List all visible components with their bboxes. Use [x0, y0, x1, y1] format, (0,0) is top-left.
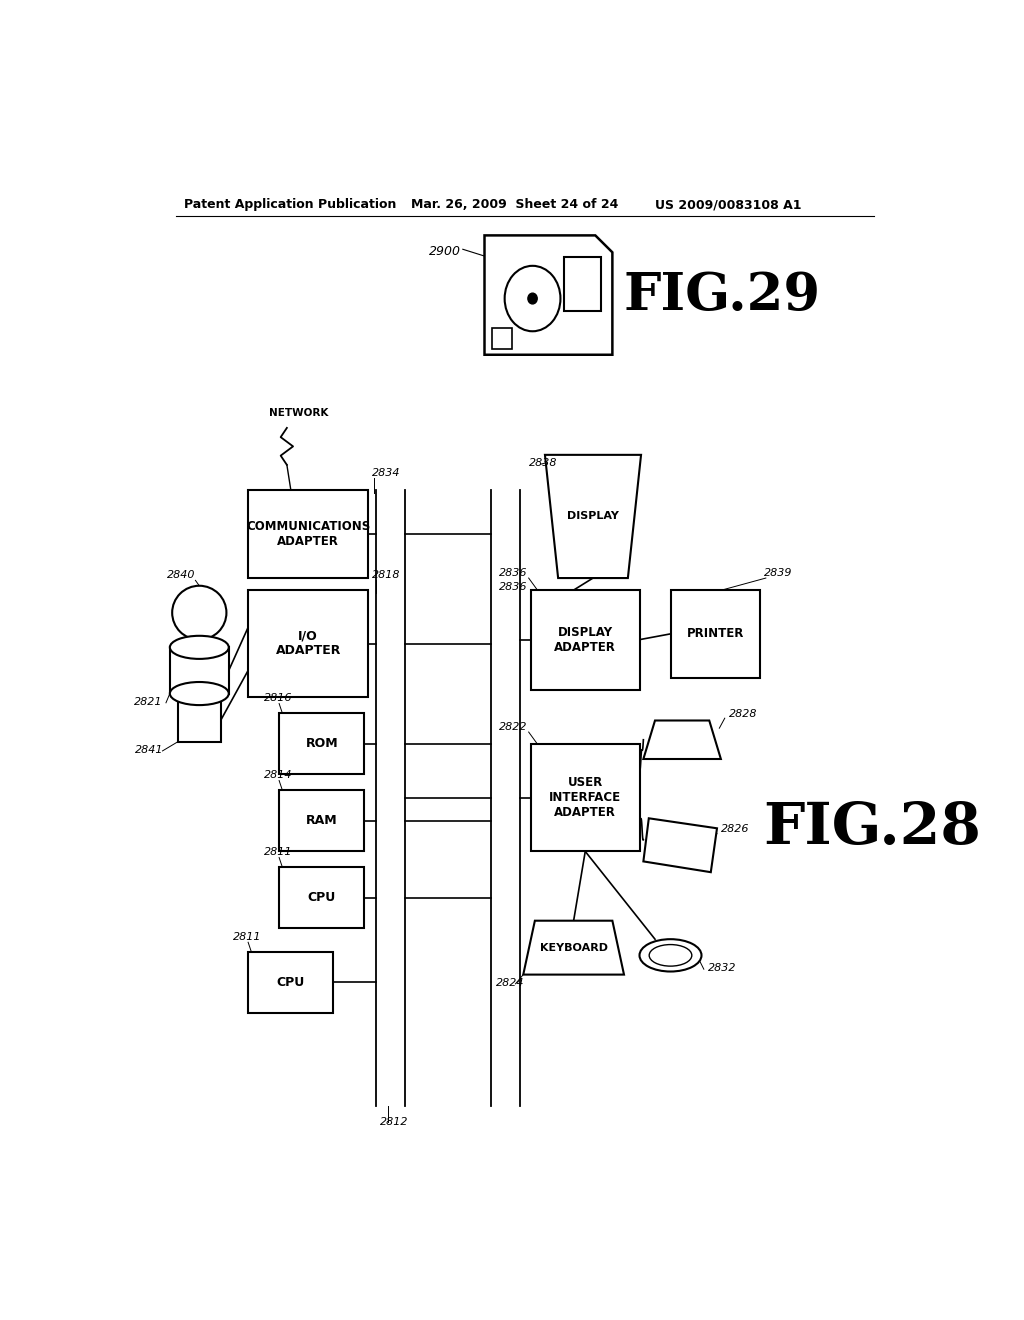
Ellipse shape — [528, 293, 538, 304]
Ellipse shape — [170, 682, 228, 705]
Circle shape — [172, 586, 226, 640]
Bar — [248, 590, 369, 697]
Text: 2900: 2900 — [429, 246, 461, 259]
Text: RAM: RAM — [306, 814, 338, 828]
Text: 2838: 2838 — [529, 458, 558, 469]
Text: 2834: 2834 — [372, 467, 400, 478]
Text: 2814: 2814 — [263, 771, 292, 780]
Text: 2840: 2840 — [167, 570, 196, 579]
Ellipse shape — [505, 265, 560, 331]
Text: 2841: 2841 — [135, 746, 164, 755]
Bar — [280, 713, 365, 775]
Text: FIG.29: FIG.29 — [624, 269, 821, 321]
Polygon shape — [484, 235, 612, 355]
Text: NETWORK: NETWORK — [269, 408, 328, 418]
Polygon shape — [523, 921, 624, 974]
Polygon shape — [643, 818, 717, 873]
Text: 2836: 2836 — [499, 582, 527, 591]
Text: 2836: 2836 — [499, 568, 527, 578]
Text: 2822: 2822 — [499, 722, 527, 731]
Text: US 2009/0083108 A1: US 2009/0083108 A1 — [655, 198, 802, 211]
Text: CPU: CPU — [307, 891, 336, 904]
Text: CPU: CPU — [276, 975, 305, 989]
Text: COMMUNICATIONS
ADAPTER: COMMUNICATIONS ADAPTER — [246, 520, 371, 548]
Text: DISPLAY
ADAPTER: DISPLAY ADAPTER — [554, 626, 616, 653]
Text: ROM: ROM — [305, 737, 338, 750]
Bar — [531, 590, 640, 689]
Text: FIG.28: FIG.28 — [764, 800, 981, 857]
Text: 2828: 2828 — [729, 709, 757, 718]
Text: 2824: 2824 — [496, 978, 524, 989]
Text: USER
INTERFACE
ADAPTER: USER INTERFACE ADAPTER — [549, 776, 622, 818]
Text: 2832: 2832 — [708, 962, 736, 973]
Bar — [563, 257, 601, 312]
Text: 2812: 2812 — [380, 1117, 409, 1127]
Text: KEYBOARD: KEYBOARD — [540, 942, 607, 953]
Bar — [531, 743, 640, 851]
Bar — [671, 590, 760, 678]
Text: DISPLAY: DISPLAY — [567, 511, 618, 521]
Bar — [280, 867, 365, 928]
Text: I/O
ADAPTER: I/O ADAPTER — [275, 630, 341, 657]
Bar — [280, 789, 365, 851]
Bar — [248, 490, 369, 578]
Text: Mar. 26, 2009  Sheet 24 of 24: Mar. 26, 2009 Sheet 24 of 24 — [411, 198, 618, 211]
Ellipse shape — [649, 945, 692, 966]
Bar — [178, 700, 220, 742]
Text: 2839: 2839 — [764, 568, 792, 578]
Polygon shape — [545, 455, 641, 578]
Text: 2811: 2811 — [263, 847, 292, 857]
Text: 2821: 2821 — [133, 697, 162, 708]
Ellipse shape — [170, 636, 228, 659]
Text: Patent Application Publication: Patent Application Publication — [183, 198, 396, 211]
Text: 2818: 2818 — [372, 570, 400, 579]
Polygon shape — [643, 721, 721, 759]
Text: 2826: 2826 — [721, 824, 750, 834]
Bar — [248, 952, 334, 1014]
Bar — [493, 327, 512, 350]
Bar — [170, 647, 228, 693]
Ellipse shape — [640, 940, 701, 972]
Text: PRINTER: PRINTER — [686, 627, 743, 640]
Text: 2816: 2816 — [263, 693, 292, 704]
Text: 2811: 2811 — [232, 932, 261, 942]
